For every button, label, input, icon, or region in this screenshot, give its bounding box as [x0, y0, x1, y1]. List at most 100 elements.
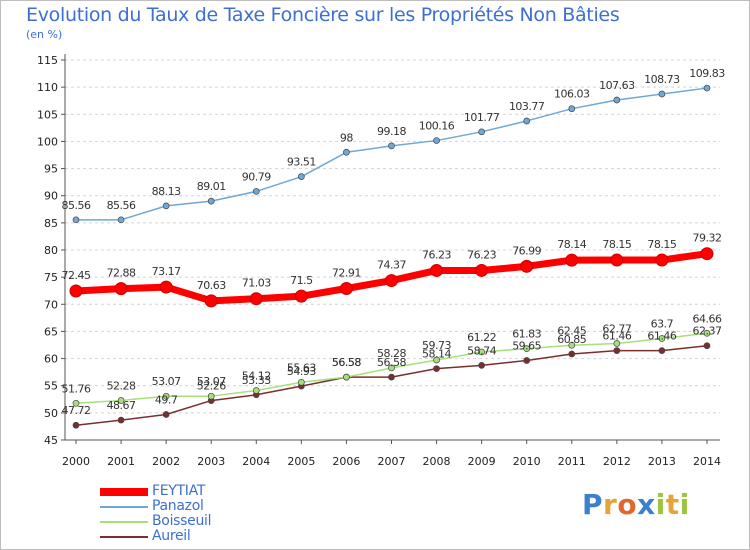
x-tick-label: 2013	[648, 455, 676, 468]
x-tick-label: 2007	[377, 455, 405, 468]
point-boisseuil	[162, 392, 170, 400]
legend-label-boisseuil: Boisseuil	[152, 513, 212, 529]
data-label-feytiat: 72.88	[107, 267, 136, 280]
data-label-panazol: 90.79	[242, 170, 271, 183]
data-label-boisseuil: 61.22	[467, 331, 496, 344]
point-panazol	[298, 173, 305, 181]
y-tick-label: 95	[44, 163, 58, 176]
y-tick-label: 110	[37, 81, 58, 94]
point-panazol	[478, 128, 485, 136]
point-feytiat	[520, 259, 534, 273]
point-aureil	[703, 342, 711, 350]
point-panazol	[252, 188, 260, 195]
data-label-feytiat: 73.17	[152, 265, 181, 278]
data-label-panazol: 89.01	[197, 180, 226, 193]
data-label-feytiat: 76.23	[467, 248, 496, 261]
x-tick-label: 2014	[693, 455, 721, 468]
data-label-panazol: 88.13	[152, 185, 181, 198]
data-label-boisseuil: 52.28	[107, 379, 136, 392]
data-label-aureil: 56.58	[377, 356, 406, 369]
legend-label-feytiat: FEYTIAT	[152, 483, 206, 499]
x-tick-label: 2000	[62, 455, 90, 468]
data-label-feytiat: 78.15	[602, 238, 631, 251]
data-label-boisseuil: 63.7	[651, 317, 674, 330]
data-label-feytiat: 71.5	[290, 274, 313, 287]
point-aureil	[658, 347, 666, 354]
series-line-panazol	[75, 87, 708, 221]
data-label-boisseuil: 59.73	[422, 339, 451, 352]
data-label-boisseuil: 58.28	[377, 347, 406, 360]
x-tick-label: 2003	[197, 455, 225, 468]
data-label-boisseuil: 62.77	[602, 323, 631, 336]
point-feytiat	[655, 253, 669, 267]
y-tick-label: 55	[44, 380, 58, 393]
data-label-boisseuil: 53.07	[152, 375, 181, 388]
y-tick-label: 60	[44, 353, 58, 366]
point-panazol	[658, 90, 666, 98]
legend-label-panazol: Panazol	[152, 498, 204, 514]
point-feytiat	[114, 282, 128, 296]
data-label-aureil: 48.67	[107, 399, 136, 412]
point-feytiat	[384, 274, 398, 288]
point-feytiat	[69, 284, 83, 298]
x-tick-label: 2009	[468, 455, 496, 468]
point-boisseuil	[658, 335, 666, 342]
data-label-feytiat: 76.23	[422, 248, 451, 261]
point-feytiat	[430, 263, 444, 277]
y-tick-label: 90	[44, 190, 58, 203]
x-tick-label: 2011	[558, 455, 586, 468]
data-label-boisseuil: 56.58	[332, 356, 361, 369]
point-feytiat	[204, 294, 218, 308]
logo-letter: i	[655, 488, 666, 521]
x-tick-label: 2002	[152, 455, 180, 468]
data-label-panazol: 85.56	[62, 199, 91, 212]
point-boisseuil	[343, 373, 350, 381]
point-panazol	[523, 117, 531, 125]
data-label-feytiat: 72.91	[332, 266, 361, 279]
point-panazol	[433, 137, 440, 144]
data-label-feytiat: 71.03	[242, 277, 271, 290]
data-label-aureil: 58.74	[467, 344, 496, 357]
legend-swatch-feytiat	[100, 488, 148, 496]
data-label-boisseuil: 61.83	[512, 328, 541, 341]
x-tick-label: 2005	[287, 455, 315, 468]
data-label-aureil: 58.14	[422, 348, 451, 361]
data-label-aureil: 60.85	[557, 333, 586, 346]
point-panazol	[343, 148, 350, 156]
y-tick-label: 70	[44, 298, 58, 311]
data-label-aureil: 53.33	[242, 374, 271, 387]
point-feytiat	[294, 289, 308, 303]
x-tick-label: 2001	[107, 455, 135, 468]
data-label-panazol: 103.77	[509, 100, 545, 113]
data-label-panazol: 99.18	[377, 125, 406, 138]
point-aureil	[388, 373, 395, 381]
y-tick-label: 75	[44, 271, 58, 284]
point-panazol	[207, 197, 215, 205]
point-boisseuil	[523, 345, 531, 352]
point-feytiat	[249, 292, 263, 306]
data-label-panazol: 85.56	[107, 199, 136, 212]
proxiti-logo: Proxiti	[582, 488, 690, 521]
data-label-panazol: 101.77	[464, 111, 500, 124]
data-label-aureil: 62.37	[692, 325, 721, 338]
chart-title: Evolution du Taux de Taxe Foncière sur l…	[26, 4, 620, 26]
y-tick-label: 105	[37, 108, 58, 121]
point-aureil	[162, 411, 170, 418]
data-label-boisseuil: 55.63	[287, 361, 316, 374]
data-label-feytiat: 74.37	[377, 259, 406, 272]
data-label-feytiat: 78.15	[647, 238, 676, 251]
x-tick-label: 2004	[242, 455, 270, 468]
point-boisseuil	[433, 356, 440, 364]
y-tick-label: 80	[44, 244, 58, 257]
data-label-aureil: 61.46	[602, 330, 631, 343]
data-label-panazol: 98	[340, 131, 353, 144]
legend-swatch-aureil	[100, 536, 148, 538]
data-label-boisseuil: 62.45	[557, 324, 586, 337]
data-label-feytiat: 79.32	[692, 232, 721, 245]
x-tick-label: 2012	[603, 455, 631, 468]
point-aureil	[568, 350, 576, 358]
point-panazol	[568, 105, 576, 113]
logo-letter: i	[679, 488, 690, 521]
